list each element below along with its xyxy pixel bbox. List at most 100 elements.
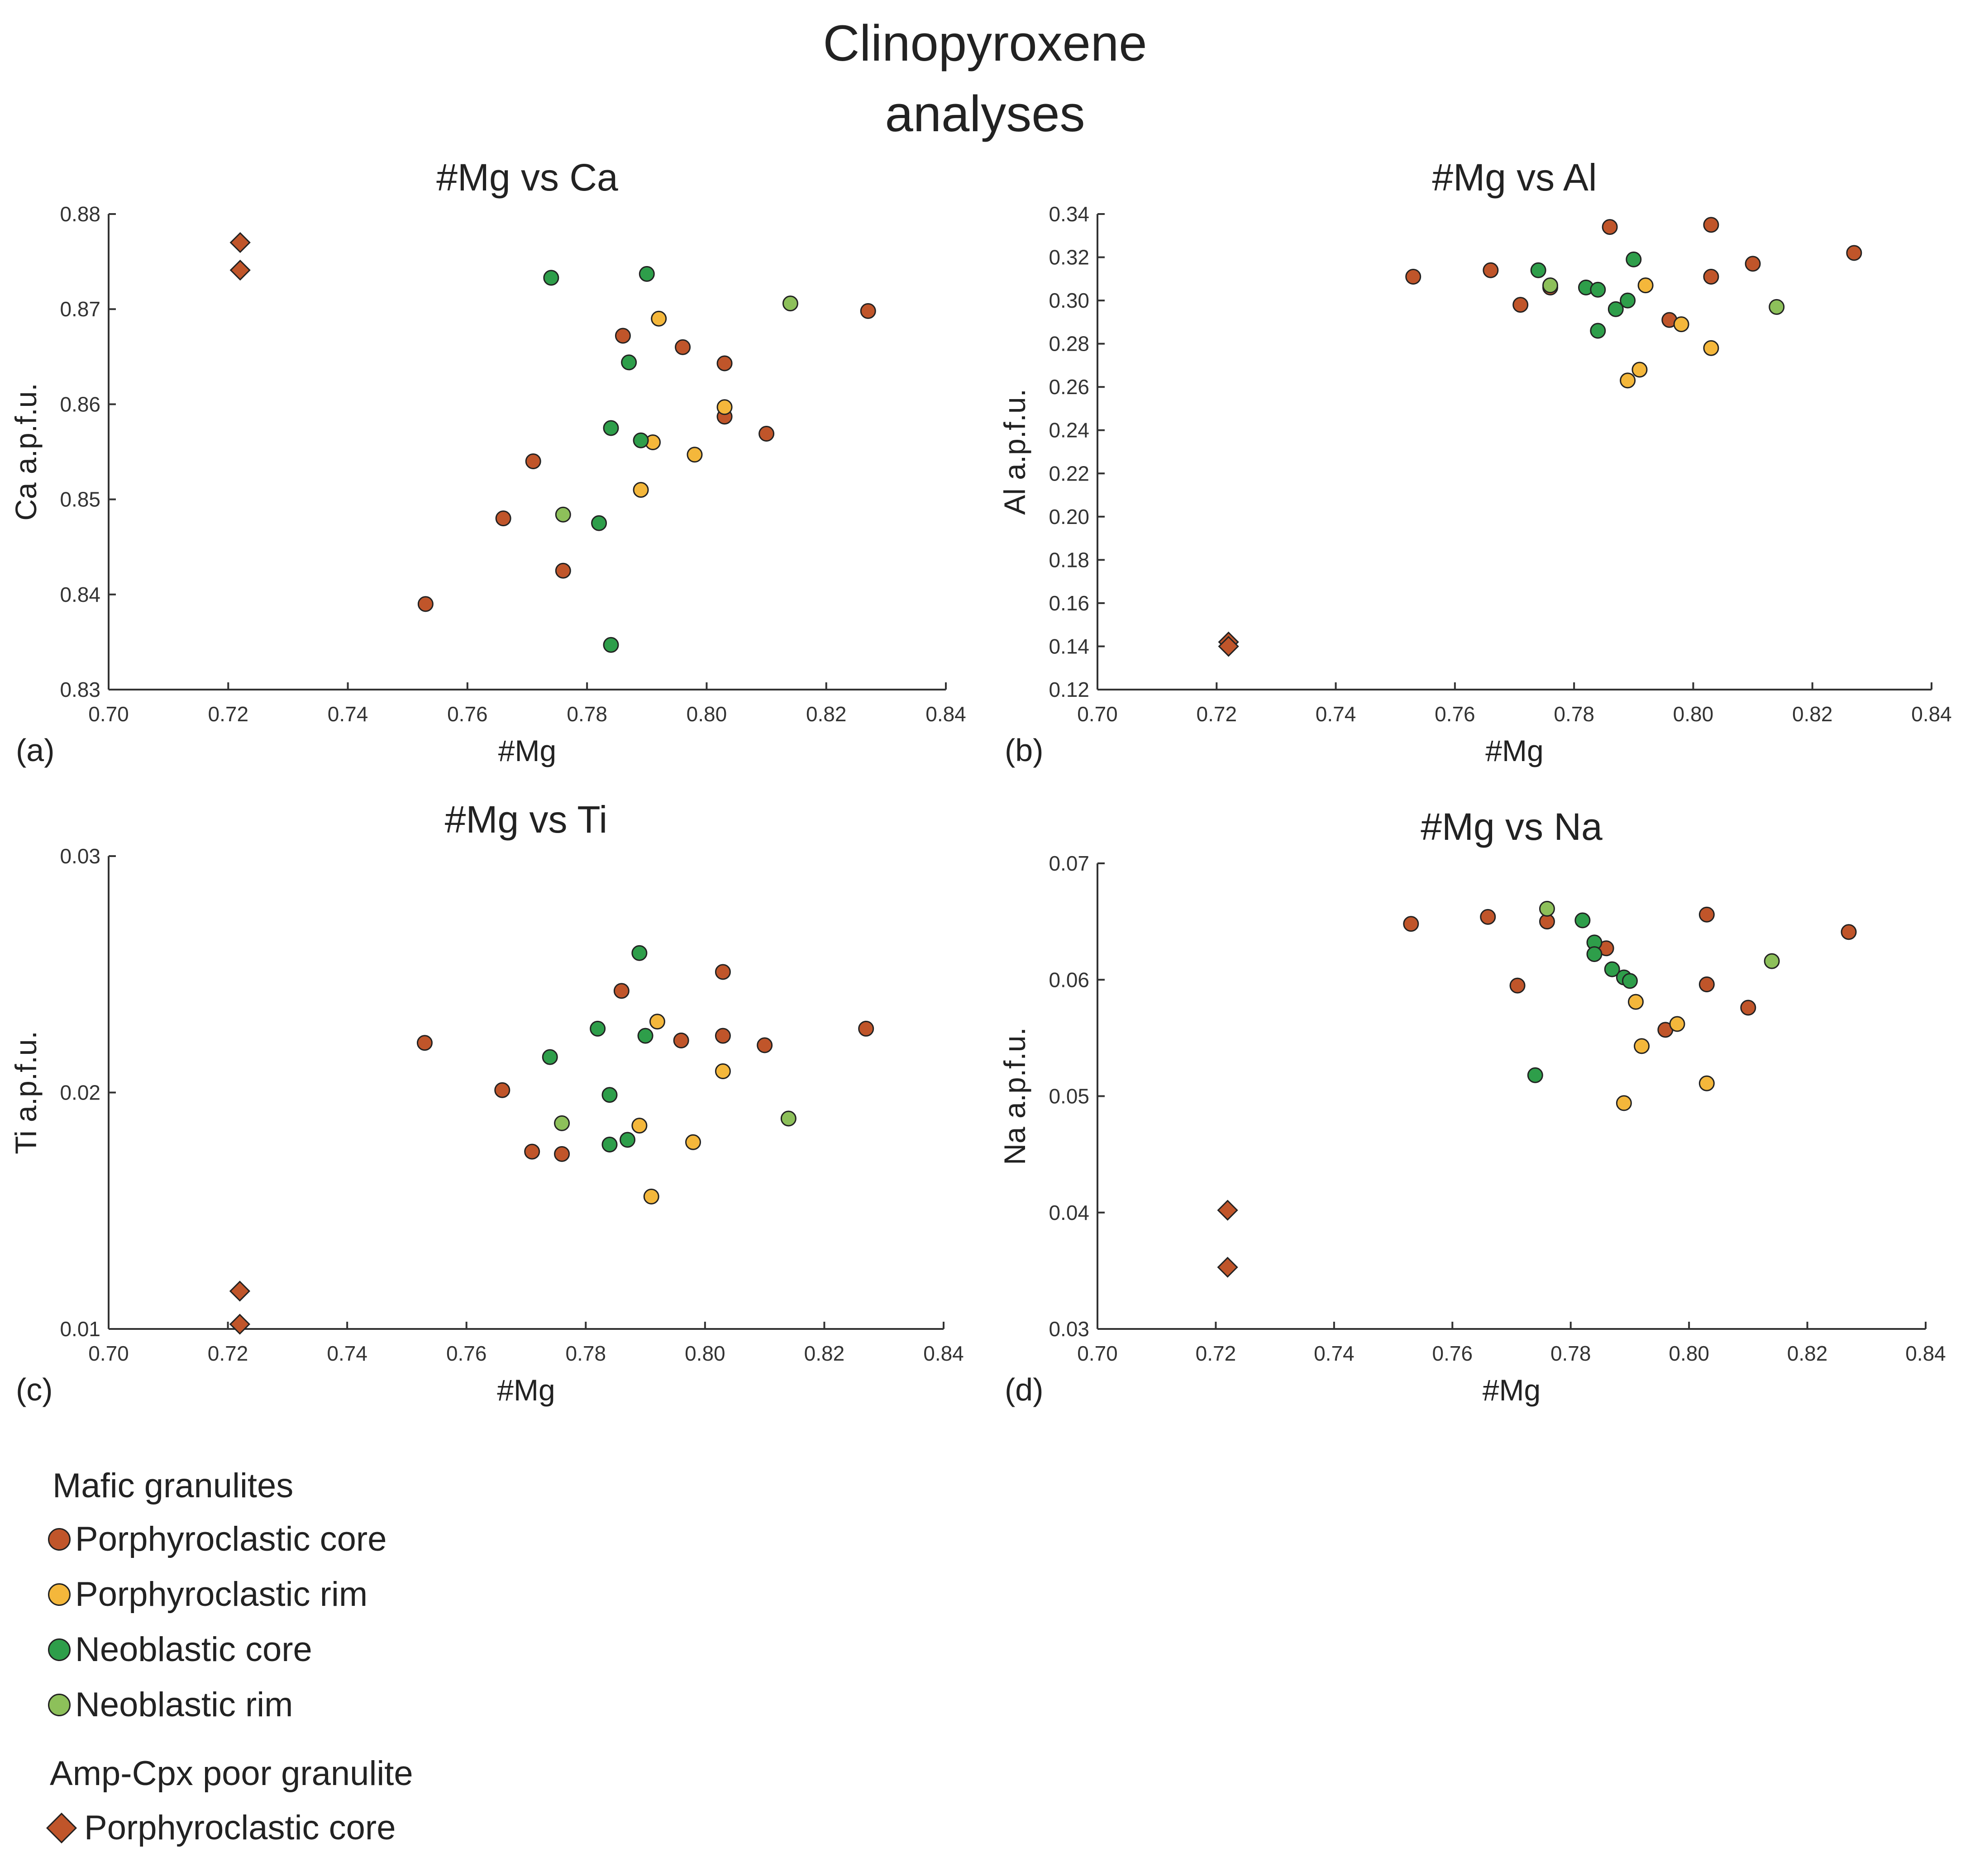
circle-data-point xyxy=(1530,262,1546,278)
x-tick-label: 0.76 xyxy=(447,702,488,726)
circle-data-point xyxy=(1574,912,1591,928)
y-tick-label: 0.22 xyxy=(1049,462,1089,485)
x-tick-label: 0.80 xyxy=(687,702,727,726)
x-tick-label: 0.72 xyxy=(208,702,249,726)
circle-data-point xyxy=(1669,1016,1685,1032)
circle-marker-icon xyxy=(48,1693,71,1716)
circle-data-point xyxy=(860,303,876,319)
circle-data-point xyxy=(1703,340,1719,356)
circle-data-point xyxy=(525,453,541,470)
y-tick-label: 0.12 xyxy=(1049,678,1089,701)
y-tick-label: 0.30 xyxy=(1049,289,1089,312)
x-tick-label: 0.84 xyxy=(925,702,966,726)
x-tick-label: 0.76 xyxy=(1435,702,1475,726)
legend-item-porph-core: Porphyroclastic core xyxy=(48,1519,387,1559)
circle-data-point xyxy=(555,562,571,579)
y-tick-label: 0.24 xyxy=(1049,419,1089,442)
circle-marker-icon xyxy=(48,1638,71,1661)
circle-data-point xyxy=(416,1035,433,1051)
y-axis-title: Ti a.p.f.u. xyxy=(9,1031,43,1154)
circle-data-point xyxy=(637,1028,653,1044)
panel-letter: (d) xyxy=(1005,1372,1044,1407)
diamond-data-point xyxy=(1218,636,1239,657)
circle-data-point xyxy=(1405,269,1421,285)
circle-data-point xyxy=(524,1143,540,1160)
y-tick-label: 0.88 xyxy=(60,202,100,226)
panel-title: #Mg vs Na xyxy=(1421,805,1603,848)
circle-data-point xyxy=(1480,909,1496,925)
legend-label-neo-rim: Neoblastic rim xyxy=(75,1686,293,1724)
circle-data-point xyxy=(615,328,631,344)
scatter-panel-3: 0.70 0.72 0.74 0.76 0.78 0.80 0.82 0.84 0.01 0.02… xyxy=(9,798,964,1407)
panel-letter: (c) xyxy=(16,1372,53,1407)
panel-title: #Mg vs Ti xyxy=(445,798,607,841)
panel-letter: (a) xyxy=(16,733,55,768)
circle-marker-icon xyxy=(48,1583,71,1606)
x-tick-label: 0.78 xyxy=(1554,702,1594,726)
y-tick-label: 0.18 xyxy=(1049,548,1089,571)
circle-data-point xyxy=(417,596,434,612)
x-axis-title: #Mg xyxy=(498,734,556,767)
circle-data-point xyxy=(1542,277,1558,294)
circle-data-point xyxy=(716,399,733,415)
circle-data-point xyxy=(1769,299,1785,315)
x-axis-title: #Mg xyxy=(497,1373,555,1407)
circle-data-point xyxy=(1616,1095,1632,1111)
circle-data-point xyxy=(1590,281,1606,298)
circle-data-point xyxy=(633,432,649,448)
circle-data-point xyxy=(1483,262,1499,278)
circle-data-point xyxy=(603,420,619,436)
circle-data-point xyxy=(649,1014,665,1030)
circle-data-point xyxy=(1509,977,1526,994)
scatter-panel-1: 0.70 0.72 0.74 0.76 0.78 0.80 0.82 0.84 0.83 0.84… xyxy=(9,156,966,768)
x-tick-label: 0.82 xyxy=(804,1342,845,1365)
x-tick-label: 0.74 xyxy=(327,1342,367,1365)
circle-data-point xyxy=(633,482,649,498)
circle-data-point xyxy=(613,983,630,999)
x-tick-label: 0.80 xyxy=(685,1342,725,1365)
circle-data-point xyxy=(1634,1038,1650,1054)
diamond-data-point xyxy=(229,1314,251,1335)
diamond-data-point xyxy=(1217,1257,1238,1278)
legend-item-neo-rim: Neoblastic rim xyxy=(48,1685,293,1724)
circle-data-point xyxy=(1698,1075,1715,1091)
circle-data-point xyxy=(555,506,571,523)
circle-data-point xyxy=(591,515,607,531)
x-tick-label: 0.76 xyxy=(1432,1342,1473,1365)
circle-data-point xyxy=(554,1146,570,1162)
y-tick-label: 0.04 xyxy=(1049,1201,1089,1224)
circle-data-point xyxy=(1841,924,1857,940)
legend-label-porph-core: Porphyroclastic core xyxy=(75,1520,387,1558)
y-tick-label: 0.06 xyxy=(1049,968,1089,991)
circle-data-point xyxy=(675,339,691,355)
circle-data-point xyxy=(639,266,655,282)
y-axis-title: Ca a.p.f.u. xyxy=(9,383,43,521)
diamond-data-point xyxy=(229,232,251,253)
circle-data-point xyxy=(643,1188,659,1205)
circle-data-point xyxy=(620,1132,636,1148)
circle-data-point xyxy=(1590,323,1606,339)
circle-data-point xyxy=(1586,946,1603,962)
x-tick-label: 0.72 xyxy=(208,1342,248,1365)
panel-title: #Mg vs Ca xyxy=(436,156,618,199)
y-tick-label: 0.02 xyxy=(60,1081,100,1105)
y-tick-label: 0.01 xyxy=(60,1317,100,1341)
y-tick-label: 0.85 xyxy=(60,488,100,511)
circle-data-point xyxy=(543,270,559,286)
x-tick-label: 0.74 xyxy=(328,702,368,726)
circle-data-point xyxy=(1620,372,1636,389)
y-tick-label: 0.03 xyxy=(1049,1317,1089,1341)
circle-data-point xyxy=(687,447,703,463)
circle-data-point xyxy=(757,1037,773,1053)
y-tick-label: 0.87 xyxy=(60,297,100,321)
circle-data-point xyxy=(651,310,667,327)
circle-data-point xyxy=(601,1087,618,1103)
circle-data-point xyxy=(715,1028,731,1044)
circle-data-point xyxy=(495,510,511,527)
legend-label-neo-core: Neoblastic core xyxy=(75,1630,312,1669)
legend-group-amp-title: Amp-Cpx poor granulite xyxy=(50,1754,413,1793)
y-tick-label: 0.05 xyxy=(1049,1085,1089,1108)
circle-data-point xyxy=(1673,316,1689,333)
x-tick-label: 0.70 xyxy=(88,702,129,726)
y-axis-title: Al a.p.f.u. xyxy=(998,389,1031,515)
